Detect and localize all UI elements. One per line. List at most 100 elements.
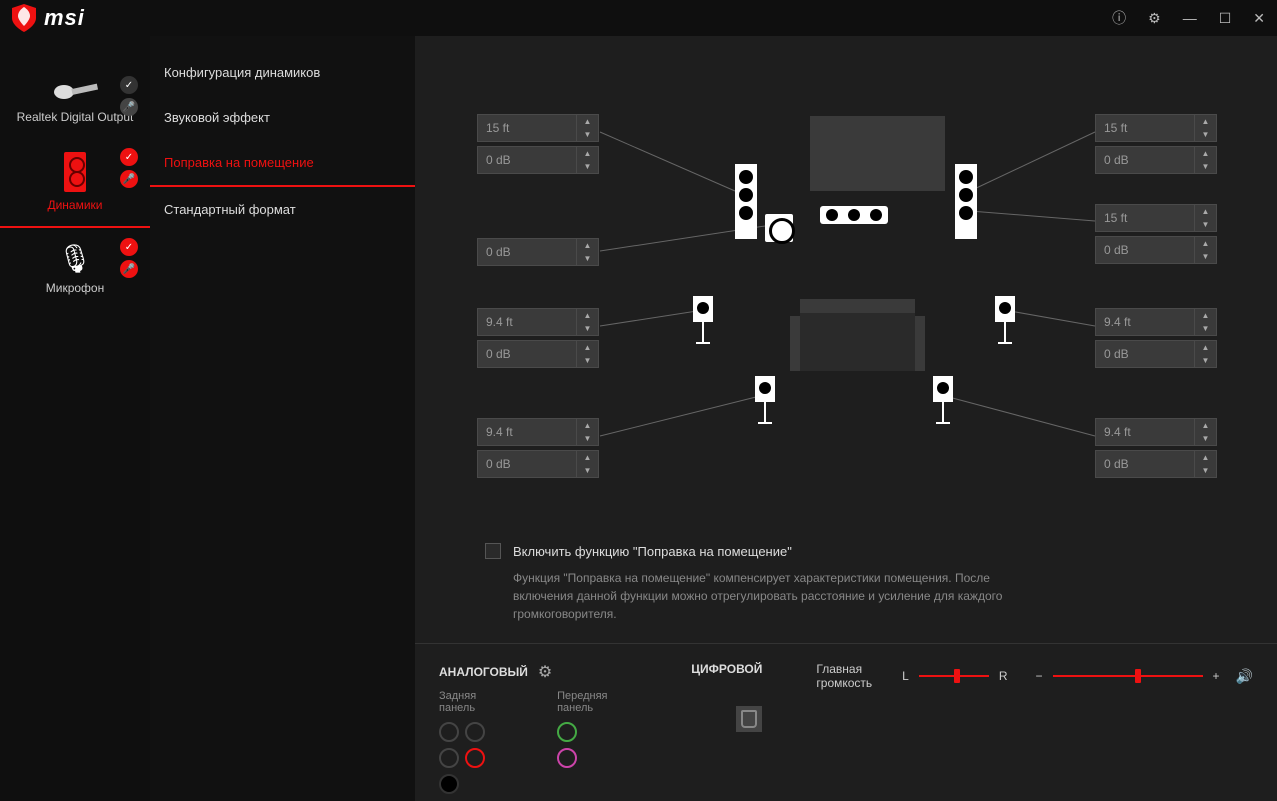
down-icon[interactable]: ▼ xyxy=(577,432,598,445)
microphone-icon: 🎙 xyxy=(57,242,93,275)
enable-section: Включить функцию "Поправка на помещение"… xyxy=(415,543,1277,643)
optical-jack[interactable] xyxy=(736,706,762,732)
tv xyxy=(810,116,945,191)
down-icon[interactable]: ▼ xyxy=(577,464,598,477)
device-label: Динамики xyxy=(47,198,102,212)
up-icon[interactable]: ▲ xyxy=(577,341,598,354)
up-icon[interactable]: ▲ xyxy=(577,239,598,252)
titlebar: msi ⓘ ⚙ — ☐ ✕ xyxy=(0,0,1277,36)
settings-menu: Конфигурация динамиков Звуковой эффект П… xyxy=(150,36,415,801)
down-icon[interactable]: ▼ xyxy=(1195,128,1216,141)
down-icon[interactable]: ▼ xyxy=(577,252,598,265)
up-icon[interactable]: ▲ xyxy=(1195,115,1216,128)
volume-slider[interactable] xyxy=(1053,675,1203,677)
jack-black[interactable] xyxy=(439,774,459,794)
fr-gain-stepper[interactable]: 0 dB▲▼ xyxy=(1095,146,1217,174)
settings-icon[interactable]: ⚙ xyxy=(1148,10,1161,27)
sr-distance-stepper[interactable]: 9.4 ft▲▼ xyxy=(1095,308,1217,336)
front-right-speaker xyxy=(955,164,977,239)
down-icon[interactable]: ▼ xyxy=(1195,464,1216,477)
volume-label: Главная громкость xyxy=(816,662,872,690)
down-icon[interactable]: ▼ xyxy=(577,322,598,335)
jack-red[interactable] xyxy=(465,748,485,768)
front-panel-title: Передняя панель xyxy=(557,690,625,714)
jack[interactable] xyxy=(439,748,459,768)
up-icon[interactable]: ▲ xyxy=(1195,419,1216,432)
down-icon[interactable]: ▼ xyxy=(577,160,598,173)
mic-badge: 🎤 xyxy=(120,98,138,116)
menu-sound-effect[interactable]: Звуковой эффект xyxy=(150,95,415,140)
down-icon[interactable]: ▼ xyxy=(1195,322,1216,335)
stand xyxy=(702,322,704,342)
info-icon[interactable]: ⓘ xyxy=(1112,8,1126,28)
digital-title: ЦИФРОВОЙ xyxy=(691,662,762,676)
balance-l: L xyxy=(902,669,909,683)
menu-room-correction[interactable]: Поправка на помещение xyxy=(150,140,415,187)
minimize-button[interactable]: — xyxy=(1183,10,1197,26)
sl-distance-stepper[interactable]: 9.4 ft▲▼ xyxy=(477,308,599,336)
up-icon[interactable]: ▲ xyxy=(1195,147,1216,160)
jack[interactable] xyxy=(465,722,485,742)
up-icon[interactable]: ▲ xyxy=(577,451,598,464)
device-digital-output[interactable]: ✓🎤 Realtek Digital Output xyxy=(0,66,150,138)
sl-gain-stepper[interactable]: 0 dB▲▼ xyxy=(477,340,599,368)
sr-gain-stepper[interactable]: 0 dB▲▼ xyxy=(1095,340,1217,368)
close-button[interactable]: ✕ xyxy=(1253,10,1265,27)
c-distance-stepper[interactable]: 15 ft▲▼ xyxy=(1095,204,1217,232)
up-icon[interactable]: ▲ xyxy=(1195,237,1216,250)
subwoofer xyxy=(765,214,793,242)
content: 15 ft▲▼ 0 dB▲▼ 0 dB▲▼ 9.4 ft▲▼ 0 dB▲▼ 9.… xyxy=(415,36,1277,801)
up-icon[interactable]: ▲ xyxy=(577,115,598,128)
up-icon[interactable]: ▲ xyxy=(1195,205,1216,218)
maximize-button[interactable]: ☐ xyxy=(1219,10,1232,27)
rr-distance-stepper[interactable]: 9.4 ft▲▼ xyxy=(1095,418,1217,446)
jack[interactable] xyxy=(439,722,459,742)
down-icon[interactable]: ▼ xyxy=(1195,160,1216,173)
digital-section: ЦИФРОВОЙ xyxy=(691,662,762,783)
volume-plus[interactable]: + xyxy=(1213,669,1220,683)
down-icon[interactable]: ▼ xyxy=(1195,250,1216,263)
rear-panel-title: Задняя панель xyxy=(439,690,497,714)
rear-right-speaker xyxy=(933,376,953,402)
analog-title: АНАЛОГОВЫЙ xyxy=(439,665,528,679)
speaker-volume-icon[interactable]: 🔊 xyxy=(1236,668,1253,685)
down-icon[interactable]: ▼ xyxy=(577,128,598,141)
jack-pink[interactable] xyxy=(557,748,577,768)
c-gain-stepper[interactable]: 0 dB▲▼ xyxy=(1095,236,1217,264)
logo: msi xyxy=(12,4,85,32)
center-speaker xyxy=(820,206,888,224)
stand xyxy=(942,402,944,422)
stand xyxy=(1004,322,1006,342)
fl-gain-stepper[interactable]: 0 dB▲▼ xyxy=(477,146,599,174)
balance-r: R xyxy=(999,669,1008,683)
down-icon[interactable]: ▼ xyxy=(1195,354,1216,367)
speaker-icon xyxy=(64,152,86,192)
side-right-speaker xyxy=(995,296,1015,322)
balance-slider[interactable] xyxy=(919,675,989,677)
up-icon[interactable]: ▲ xyxy=(577,419,598,432)
up-icon[interactable]: ▲ xyxy=(1195,309,1216,322)
fr-distance-stepper[interactable]: 15 ft▲▼ xyxy=(1095,114,1217,142)
enable-checkbox[interactable] xyxy=(485,543,501,559)
stand xyxy=(764,402,766,422)
rl-distance-stepper[interactable]: 9.4 ft▲▼ xyxy=(477,418,599,446)
fl-distance-stepper[interactable]: 15 ft▲▼ xyxy=(477,114,599,142)
up-icon[interactable]: ▲ xyxy=(577,309,598,322)
up-icon[interactable]: ▲ xyxy=(577,147,598,160)
volume-minus[interactable]: − xyxy=(1036,669,1043,683)
down-icon[interactable]: ▼ xyxy=(1195,218,1216,231)
up-icon[interactable]: ▲ xyxy=(1195,451,1216,464)
check-badge: ✓ xyxy=(120,76,138,94)
jack-green[interactable] xyxy=(557,722,577,742)
down-icon[interactable]: ▼ xyxy=(1195,432,1216,445)
device-microphone[interactable]: 🎙 ✓🎤 Микрофон xyxy=(0,228,150,309)
down-icon[interactable]: ▼ xyxy=(577,354,598,367)
rr-gain-stepper[interactable]: 0 dB▲▼ xyxy=(1095,450,1217,478)
rl-gain-stepper[interactable]: 0 dB▲▼ xyxy=(477,450,599,478)
gear-icon[interactable]: ⚙ xyxy=(538,662,552,682)
device-speakers[interactable]: ✓🎤 Динамики xyxy=(0,138,150,228)
menu-default-format[interactable]: Стандартный формат xyxy=(150,187,415,232)
sub-gain-stepper[interactable]: 0 dB▲▼ xyxy=(477,238,599,266)
up-icon[interactable]: ▲ xyxy=(1195,341,1216,354)
menu-speaker-config[interactable]: Конфигурация динамиков xyxy=(150,50,415,95)
